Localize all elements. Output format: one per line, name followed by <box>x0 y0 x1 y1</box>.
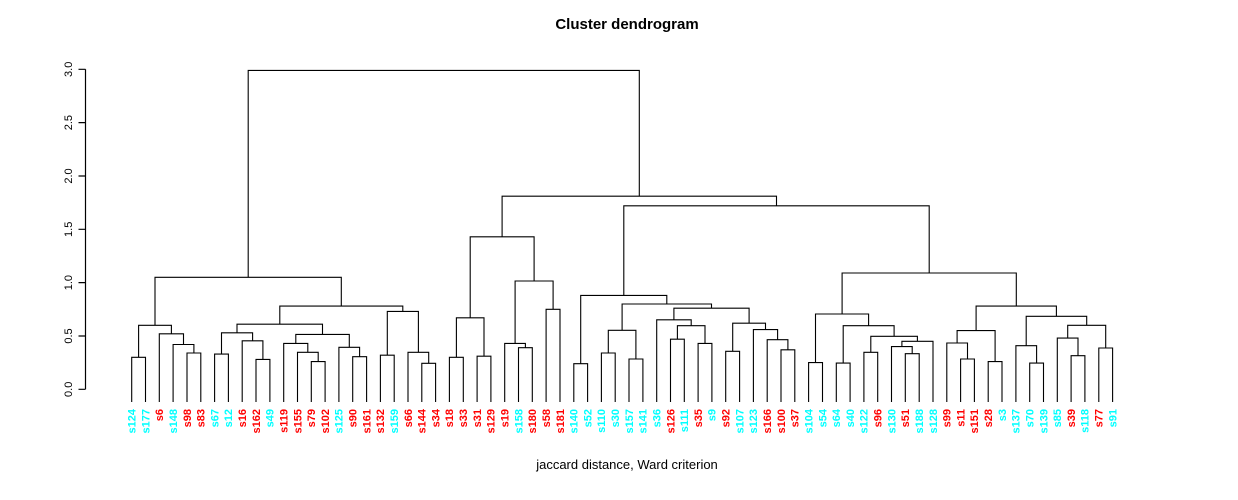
y-tick-label: 3.0 <box>63 62 75 77</box>
y-tick-label: 0.5 <box>63 328 75 343</box>
y-axis-line <box>78 68 87 390</box>
leaf-label: s128 <box>928 409 940 433</box>
leaf-label: s118 <box>1080 409 1092 433</box>
dendrogram-path <box>131 69 1114 402</box>
leaf-label: s161 <box>361 409 373 433</box>
leaf-label: s96 <box>873 409 885 427</box>
leaf-label: s129 <box>486 409 498 433</box>
leaf-label: s98 <box>182 409 194 427</box>
leaf-label: s110 <box>596 409 608 433</box>
leaf-label: s155 <box>292 409 304 433</box>
leaf-label: s162 <box>251 409 263 433</box>
leaf-label: s181 <box>555 409 567 433</box>
leaf-label: s28 <box>983 409 995 427</box>
leaf-label: s126 <box>665 409 677 433</box>
leaf-label: s90 <box>348 409 360 427</box>
leaf-label: s67 <box>209 409 221 427</box>
leaf-label: s107 <box>734 409 746 433</box>
leaf-label: s151 <box>969 409 981 433</box>
leaf-label: s102 <box>320 409 332 433</box>
leaf-label: s119 <box>278 409 290 433</box>
y-axis: 0.0 0.5 1.0 1.5 2.0 2.5 3.0 <box>63 62 87 397</box>
leaf-label: s188 <box>914 409 926 433</box>
leaf-label: s180 <box>527 409 539 433</box>
leaf-label: s130 <box>886 409 898 433</box>
leaf-label: s52 <box>582 409 594 427</box>
leaf-label: s64 <box>831 408 843 427</box>
leaf-label: s77 <box>1094 409 1106 427</box>
leaf-label: s40 <box>845 409 857 427</box>
leaf-label: s49 <box>265 409 277 427</box>
leaf-label: s16 <box>237 409 249 427</box>
leaf-label: s100 <box>776 409 788 433</box>
leaf-label: s123 <box>748 409 760 433</box>
leaf-label: s99 <box>942 409 954 427</box>
y-tick-label: 1.0 <box>63 275 75 290</box>
y-tick-label: 0.0 <box>63 382 75 397</box>
leaf-label: s11 <box>955 409 967 427</box>
leaf-label: s92 <box>721 409 733 427</box>
leaf-label: s37 <box>790 409 802 427</box>
leaf-label: s54 <box>817 408 829 427</box>
leaf-label: s66 <box>403 409 415 427</box>
leaf-label: s122 <box>859 409 871 433</box>
leaf-label: s9 <box>707 409 719 421</box>
leaf-label: s31 <box>472 409 484 427</box>
leaf-label: s58 <box>541 409 553 427</box>
leaf-label: s157 <box>624 409 636 433</box>
leaf-label: s144 <box>417 408 429 433</box>
leaf-label: s51 <box>900 409 912 427</box>
leaf-label: s33 <box>458 409 470 427</box>
leaf-label: s30 <box>610 409 622 427</box>
leaf-label: s125 <box>334 409 346 433</box>
leaf-label: s79 <box>306 409 318 427</box>
y-tick-label: 1.5 <box>63 222 75 237</box>
dendrogram-lines <box>131 69 1114 402</box>
leaf-label: s159 <box>389 409 401 433</box>
leaf-label: s83 <box>196 409 208 427</box>
leaf-label: s70 <box>1024 409 1036 427</box>
leaf-label: s85 <box>1052 409 1064 427</box>
leaf-label: s34 <box>430 408 442 427</box>
leaf-label: s12 <box>223 409 235 427</box>
leaf-labels: s124 s177 s6 s148 s98 s83 s67 s12 s16 s162 s49 s119… <box>127 408 1120 433</box>
leaf-label: s19 <box>500 409 512 427</box>
leaf-label: s111 <box>679 409 691 432</box>
leaf-label: s35 <box>693 409 705 427</box>
leaf-label: s158 <box>513 409 525 433</box>
leaf-label: s6 <box>154 409 166 421</box>
leaf-label: s39 <box>1066 409 1078 427</box>
leaf-label: s177 <box>140 409 152 433</box>
leaf-label: s148 <box>168 409 180 433</box>
leaf-label: s139 <box>1038 409 1050 433</box>
leaf-label: s132 <box>375 409 387 433</box>
leaf-label: s166 <box>762 409 774 433</box>
chart-title: Cluster dendrogram <box>555 16 698 33</box>
leaf-label: s104 <box>803 408 815 433</box>
leaf-label: s18 <box>444 409 456 427</box>
leaf-label: s141 <box>638 409 650 433</box>
leaf-label: s36 <box>651 409 663 427</box>
leaf-label: s91 <box>1107 409 1119 427</box>
leaf-label: s140 <box>569 409 581 433</box>
y-tick-label: 2.5 <box>63 115 75 130</box>
leaf-label: s124 <box>127 408 139 433</box>
leaf-label: s3 <box>997 409 1009 421</box>
y-tick-label: 2.0 <box>63 168 75 183</box>
x-axis-label: jaccard distance, Ward criterion <box>535 457 718 472</box>
leaf-label: s137 <box>1011 409 1023 433</box>
